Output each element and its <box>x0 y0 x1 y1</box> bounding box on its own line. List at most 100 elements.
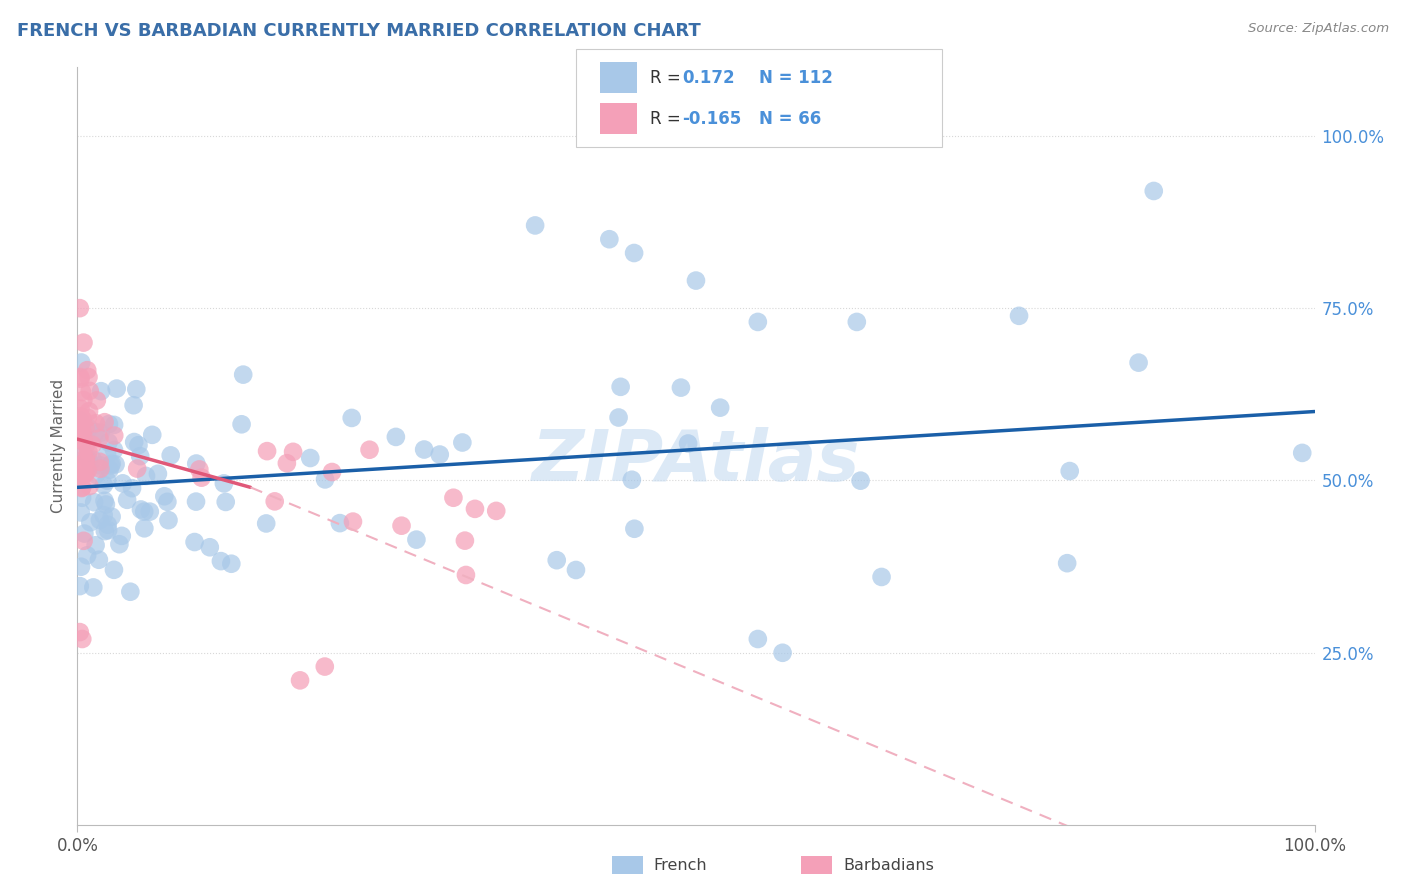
Text: Barbadians: Barbadians <box>844 858 935 872</box>
Point <box>340 411 363 425</box>
Point <box>314 659 336 673</box>
Point <box>598 232 620 246</box>
Point <box>565 563 588 577</box>
Point <box>391 518 413 533</box>
Point <box>69 468 91 483</box>
Point <box>103 442 125 457</box>
Point <box>89 458 111 473</box>
Point <box>122 398 145 412</box>
Point <box>72 464 94 478</box>
Point <box>70 491 93 505</box>
Point <box>156 495 179 509</box>
Point <box>69 414 91 428</box>
Point <box>75 420 97 434</box>
Point <box>70 480 93 494</box>
Point <box>127 438 149 452</box>
Point <box>385 430 408 444</box>
Point <box>276 456 298 470</box>
Point <box>84 538 107 552</box>
Point <box>215 495 238 509</box>
Point <box>70 355 93 369</box>
Text: French: French <box>654 858 707 872</box>
Point <box>772 646 794 660</box>
Point <box>75 454 97 468</box>
Point <box>299 450 322 465</box>
Point <box>184 494 207 508</box>
Point <box>72 533 94 548</box>
Point <box>79 479 101 493</box>
Point <box>198 541 221 555</box>
Point <box>97 435 120 450</box>
Point <box>73 448 96 462</box>
Point <box>76 410 98 425</box>
Point <box>103 428 125 442</box>
Text: -0.165: -0.165 <box>682 110 741 128</box>
Point <box>69 625 91 640</box>
Point <box>77 444 100 458</box>
Point <box>121 481 143 495</box>
Point <box>870 570 893 584</box>
Point <box>69 301 91 315</box>
Point <box>76 464 98 478</box>
Point <box>188 462 211 476</box>
Point <box>485 504 508 518</box>
Point <box>94 524 117 538</box>
Point <box>212 476 235 491</box>
Point <box>231 417 253 432</box>
Point <box>97 523 120 537</box>
Point <box>524 219 547 233</box>
Text: FRENCH VS BARBADIAN CURRENTLY MARRIED CORRELATION CHART: FRENCH VS BARBADIAN CURRENTLY MARRIED CO… <box>17 22 700 40</box>
Point <box>111 529 134 543</box>
Point <box>70 481 93 495</box>
Point <box>1128 356 1150 370</box>
Point <box>190 471 212 485</box>
Point <box>72 392 94 407</box>
Point <box>72 425 94 439</box>
Point <box>82 452 104 467</box>
Point <box>87 553 110 567</box>
Point <box>93 508 115 522</box>
Point <box>103 563 125 577</box>
Point <box>454 533 477 548</box>
Point <box>1143 184 1166 198</box>
Point <box>134 521 156 535</box>
Point <box>623 246 645 260</box>
Point <box>82 438 104 452</box>
Point <box>254 516 277 531</box>
Point <box>1056 556 1078 570</box>
Text: N = 112: N = 112 <box>759 69 834 87</box>
Point <box>256 444 278 458</box>
Point <box>115 492 138 507</box>
Point <box>69 438 91 452</box>
Point <box>77 452 100 467</box>
Point <box>209 554 232 568</box>
Point <box>75 437 97 451</box>
Point <box>146 467 169 481</box>
Point <box>135 469 157 483</box>
Point <box>69 401 91 416</box>
Point <box>82 581 104 595</box>
Point <box>451 435 474 450</box>
Point <box>69 409 91 424</box>
Point <box>77 404 100 418</box>
Point <box>79 457 101 471</box>
Text: Source: ZipAtlas.com: Source: ZipAtlas.com <box>1249 22 1389 36</box>
Point <box>623 522 645 536</box>
Point <box>70 385 93 400</box>
Point <box>1291 446 1313 460</box>
Text: N = 66: N = 66 <box>759 110 821 128</box>
Point <box>134 505 156 519</box>
Point <box>72 428 94 442</box>
Point <box>76 363 98 377</box>
Point <box>89 431 111 445</box>
Point <box>83 495 105 509</box>
Point <box>620 473 643 487</box>
Point <box>75 453 97 467</box>
Point <box>342 515 364 529</box>
Point <box>93 415 115 429</box>
Text: R =: R = <box>650 110 686 128</box>
Point <box>609 380 631 394</box>
Point <box>685 274 707 288</box>
Point <box>73 467 96 481</box>
Point <box>845 315 868 329</box>
